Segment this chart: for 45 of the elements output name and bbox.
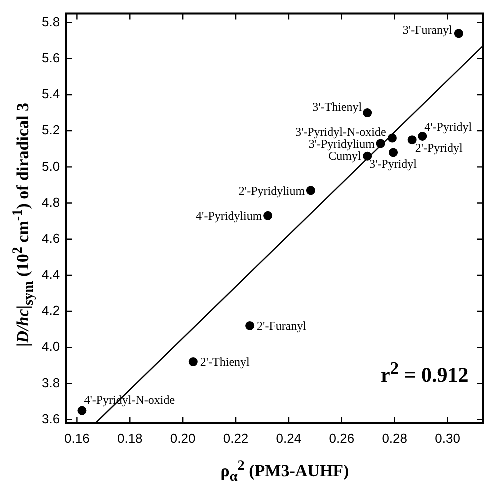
annotation: 4'-Pyridyl (424, 120, 472, 134)
annotation: 4'-Pyridylium (196, 208, 262, 223)
annotation: 3'-Thienyl (312, 100, 362, 114)
x-tick-label: 0.22 (223, 430, 249, 446)
point (363, 108, 372, 118)
x-tick-label: 0.30 (435, 430, 460, 446)
point (376, 139, 386, 148)
point (454, 29, 464, 38)
annotation: 2'-Pyridylium (238, 184, 306, 198)
x-tick-label: 0.18 (117, 430, 143, 446)
point (78, 406, 87, 416)
y-tick-label: 4.6 (42, 230, 60, 246)
y-tick-label: 5.6 (42, 50, 60, 66)
annotation: 3'-Furanyl (402, 22, 452, 37)
annotation: r$^{2}$ = 0.912 (381, 358, 469, 388)
annotation: 3'-Pyridyl (370, 156, 418, 171)
point (264, 211, 273, 220)
y-tick-label: 4.2 (42, 303, 60, 318)
point (418, 132, 428, 141)
y-tick-label: 3.8 (42, 375, 60, 390)
point (363, 152, 372, 161)
point (306, 186, 316, 196)
x-tick-label: 0.24 (276, 430, 302, 446)
point (388, 134, 397, 143)
y-tick-label: 4.8 (42, 194, 60, 210)
point (246, 321, 255, 330)
y-tick-label: 5.0 (42, 158, 60, 174)
x-axis-title: ρ$_{α}$$^{2}$ (PM3-AUHF) (220, 458, 350, 486)
point (188, 358, 198, 367)
x-tick-label: 0.28 (382, 430, 408, 446)
x-tick-label: 0.16 (64, 430, 90, 446)
x-tick-label: 0.26 (329, 430, 355, 446)
y-tick-label: 5.2 (42, 122, 60, 138)
y-tick-label: 5.8 (42, 14, 60, 30)
point (389, 148, 398, 158)
annotation: 2'-Furanyl (257, 318, 307, 333)
y-tick-label: 3.6 (42, 411, 60, 426)
annotation: 3'-Pyridyl-N-oxide (295, 125, 386, 140)
annotation: 2'-Pyridyl (415, 141, 463, 156)
annotation: 2'-Thienyl (200, 355, 250, 370)
point (408, 136, 417, 145)
y-tick-label: 4.4 (42, 267, 60, 282)
x-tick-label: 0.20 (170, 430, 196, 446)
y-tick-label: 5.4 (42, 86, 60, 102)
y-tick-label: 4.0 (42, 339, 60, 354)
